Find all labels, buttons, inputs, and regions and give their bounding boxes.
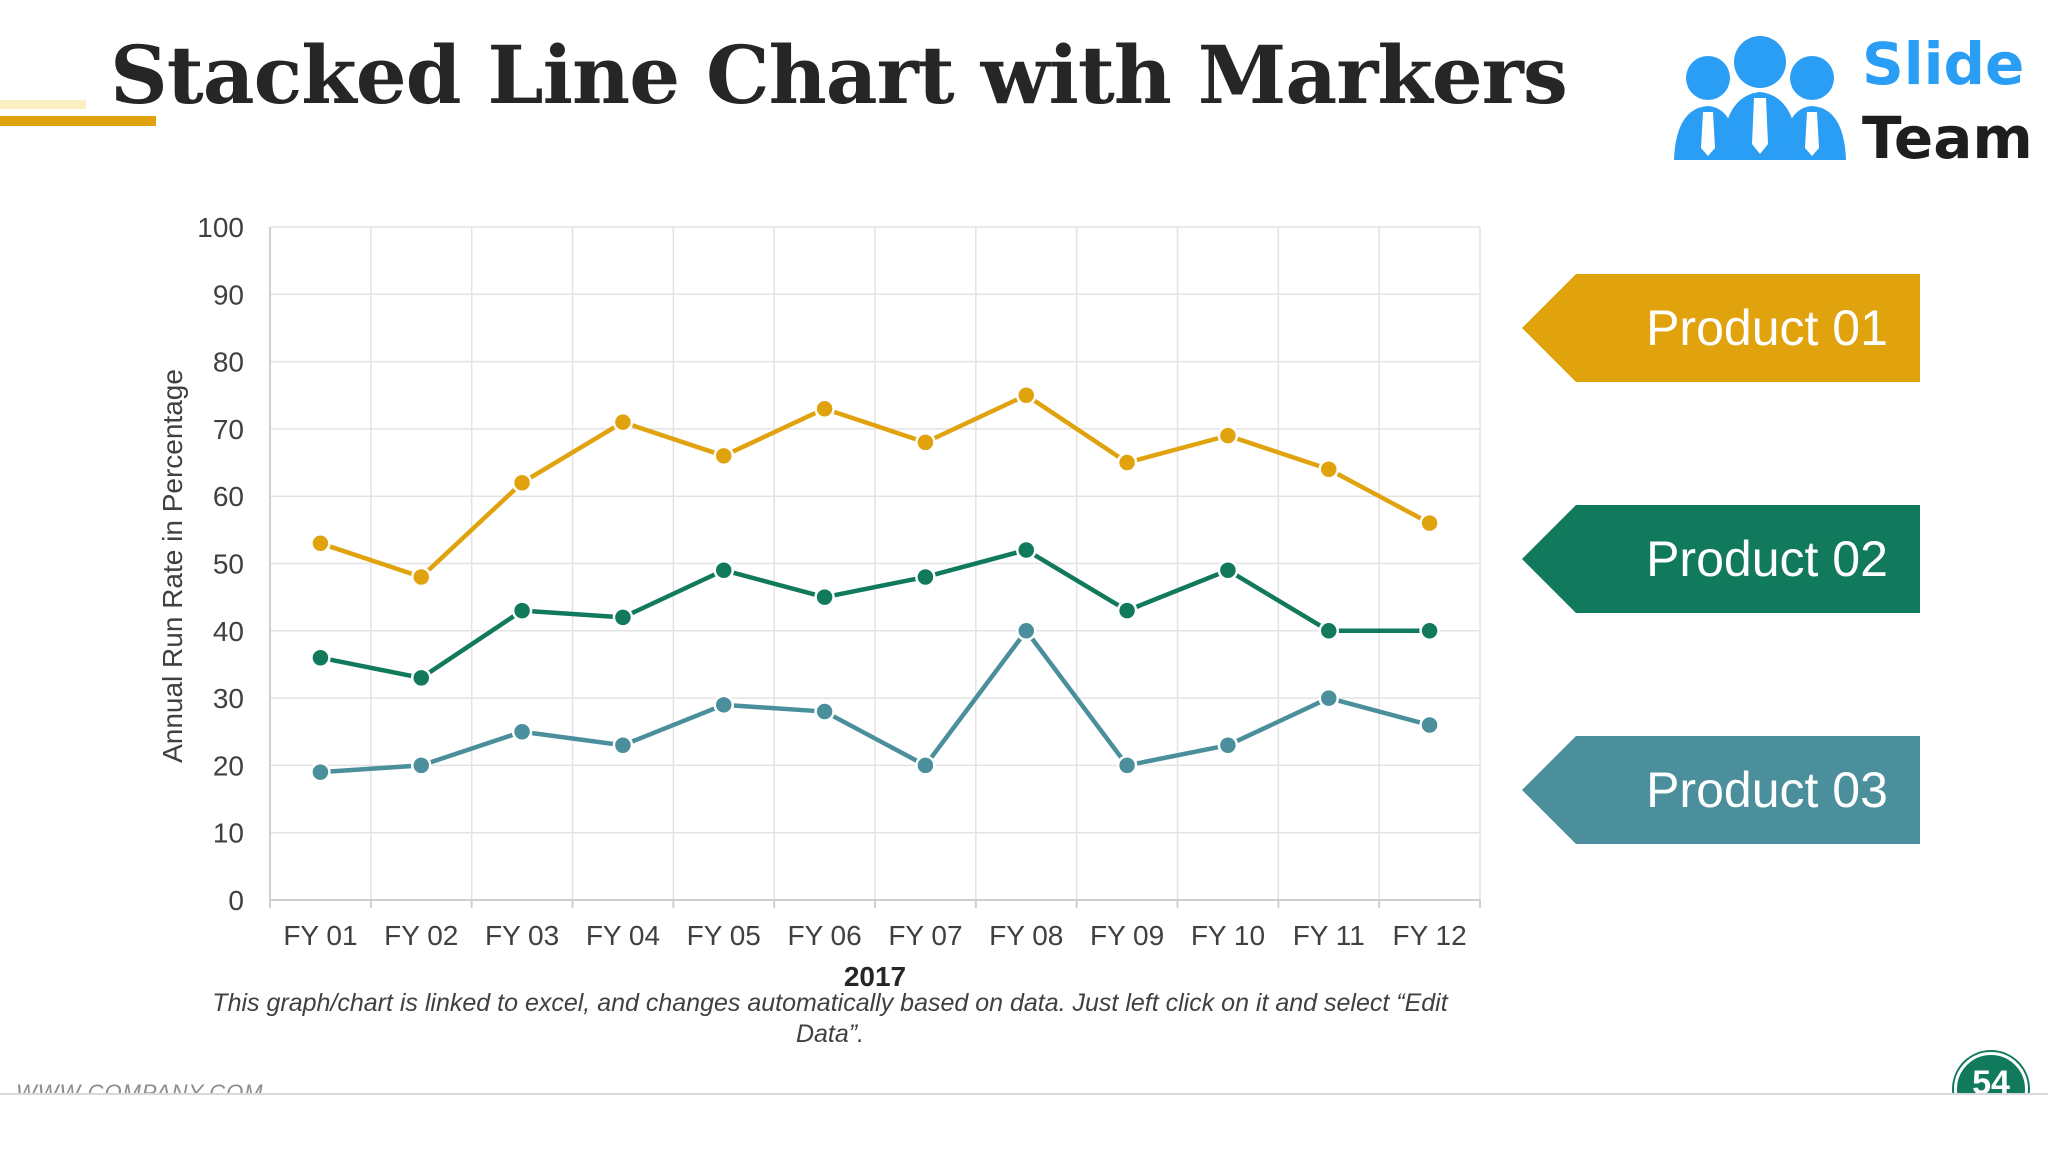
x-tick-label: FY 06 <box>787 920 861 951</box>
x-tick-label: FY 02 <box>384 920 458 951</box>
page-number: 54 <box>1972 1064 2010 1093</box>
data-point-marker <box>1419 620 1440 642</box>
x-tick-label: FY 01 <box>283 920 357 951</box>
data-point-marker <box>411 755 432 776</box>
x-tick-label: FY 08 <box>989 920 1063 951</box>
y-tick-label: 100 <box>197 212 244 243</box>
x-tick-labels: FY 01 FY 02 FY 03 FY 04 FY 05 FY 06 FY 07 FY 08… <box>283 920 1466 951</box>
x-tick-label: FY 12 <box>1392 920 1466 951</box>
x-tick-label: FY 07 <box>888 920 962 951</box>
data-point-marker <box>310 533 331 554</box>
y-axis-label: Annual Run Rate in Percentage <box>157 369 188 763</box>
y-tick-label: 0 <box>228 885 244 916</box>
data-point-marker <box>1217 559 1239 581</box>
chart-note: This graph/chart is linked to excel, and… <box>212 989 1448 1048</box>
x-tick-label: FY 05 <box>687 920 761 951</box>
legend-tag-product-01: Product 01 <box>1522 274 1920 382</box>
data-point-marker <box>1016 385 1037 406</box>
data-point-marker <box>1217 734 1239 756</box>
series-product-01 <box>310 385 1440 588</box>
series-line <box>320 628 1431 775</box>
x-tick-label: FY 03 <box>485 920 559 951</box>
chart-axes <box>269 227 1481 908</box>
data-point-marker <box>713 445 734 467</box>
data-point-marker <box>1318 687 1339 709</box>
data-point-marker <box>1419 714 1440 736</box>
legend-tag-product-02: Product 02 <box>1522 505 1920 613</box>
series-product-02 <box>310 539 1440 689</box>
legend-tag-label: Product 03 <box>1646 762 1888 818</box>
y-tick-label: 90 <box>213 279 244 310</box>
chart-series <box>310 385 1440 783</box>
y-tick-label: 80 <box>213 347 244 378</box>
data-point-marker <box>713 694 734 716</box>
title-accent-bar-light <box>0 100 86 109</box>
data-point-marker <box>915 755 936 776</box>
data-point-marker <box>1318 620 1339 642</box>
data-point-marker <box>814 586 835 608</box>
x-tick-label: FY 04 <box>586 920 660 951</box>
logo-word-slide: Slide <box>1862 30 2025 98</box>
data-point-marker <box>1016 620 1037 642</box>
data-point-marker <box>1116 452 1138 473</box>
legend-tag-label: Product 01 <box>1646 300 1888 356</box>
legend-tag-product-03: Product 03 <box>1522 736 1920 844</box>
data-point-marker <box>814 701 835 722</box>
data-point-marker <box>915 566 936 588</box>
data-point-marker <box>511 472 533 493</box>
y-tick-label: 10 <box>213 818 244 849</box>
data-point-marker <box>1016 539 1037 561</box>
data-point-marker <box>310 647 331 668</box>
page-number-badge: 54 <box>1950 1048 2032 1093</box>
y-tick-label: 50 <box>213 549 244 580</box>
slideteam-logo <box>1660 26 2030 166</box>
data-point-marker <box>511 600 533 621</box>
data-point-marker <box>612 734 634 756</box>
y-tick-label: 30 <box>213 683 244 714</box>
x-tick-label: FY 09 <box>1090 920 1164 951</box>
series-line <box>319 393 1431 580</box>
x-tick-label: FY 11 <box>1293 920 1365 951</box>
title-accent-bar <box>0 116 156 126</box>
x-axis-label: 2017 <box>844 961 906 992</box>
y-tick-labels: 0 10 20 30 40 50 60 70 80 90 100 <box>197 212 244 916</box>
data-point-marker <box>1116 755 1138 776</box>
y-tick-label: 20 <box>213 750 244 781</box>
y-tick-label: 70 <box>213 414 244 445</box>
data-point-marker <box>310 761 331 783</box>
data-point-marker <box>411 667 432 689</box>
data-point-marker <box>1318 459 1339 480</box>
legend-tag-label: Product 02 <box>1646 531 1888 587</box>
footer-url: WWW.COMPANY.COM <box>16 1080 264 1093</box>
series-line <box>319 547 1430 681</box>
logo-word-team: Team <box>1862 104 2033 172</box>
series-product-03 <box>310 620 1440 783</box>
data-point-marker <box>1217 425 1239 446</box>
data-point-marker <box>511 721 533 742</box>
data-point-marker <box>411 566 432 588</box>
page-title: Stacked Line Chart with Markers <box>110 28 1568 122</box>
data-point-marker <box>814 398 835 419</box>
data-point-marker <box>915 432 936 453</box>
y-tick-label: 40 <box>213 616 244 647</box>
data-point-marker <box>612 411 634 433</box>
data-point-marker <box>1116 600 1138 621</box>
data-point-marker <box>612 607 634 628</box>
data-point-marker <box>1419 512 1440 534</box>
people-group-icon <box>1674 36 1846 160</box>
data-point-marker <box>713 559 734 581</box>
footer-divider <box>0 1093 2048 1095</box>
x-tick-label: FY 10 <box>1191 920 1265 951</box>
y-tick-label: 60 <box>213 481 244 512</box>
chart-grid <box>270 226 1481 900</box>
